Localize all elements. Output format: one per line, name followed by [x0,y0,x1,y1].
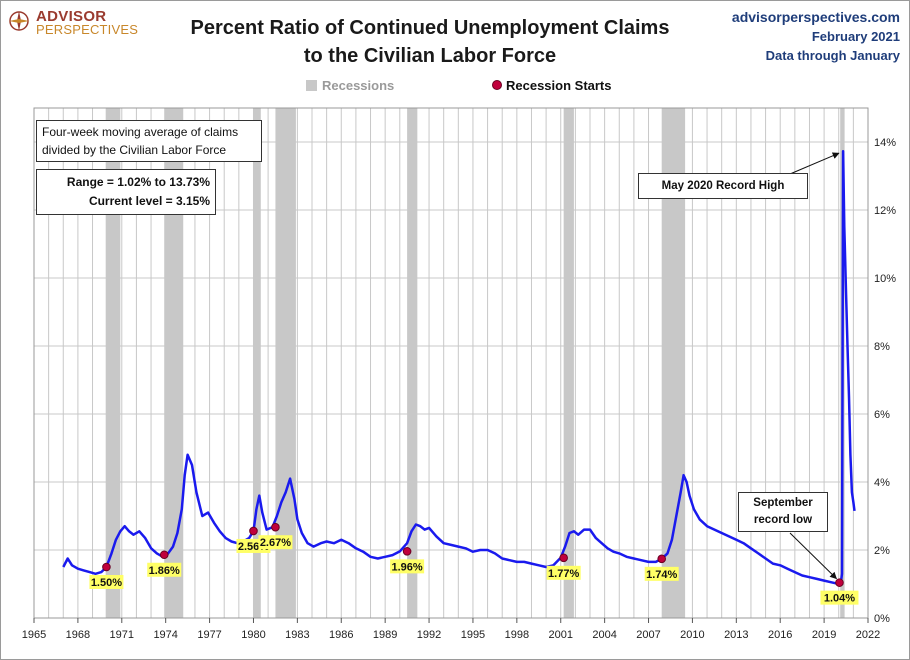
recession-start-label: 1.50% [89,575,124,589]
legend-recessions: Recessions [306,78,394,93]
chart-title: Percent Ratio of Continued Unemployment … [150,14,710,70]
x-tick-label: 1992 [417,629,441,641]
x-tick-label: 2004 [592,629,616,641]
x-tick-label: 1986 [329,629,353,641]
recession-start-value: 1.86% [149,565,180,577]
record-low-label: 1.04% [820,590,859,605]
y-tick-label: 6% [874,409,890,421]
x-tick-label: 1980 [241,629,265,641]
x-tick-label: 1971 [110,629,134,641]
source-info: advisorperspectives.com February 2021 Da… [732,8,900,65]
recession-start-label: 1.77% [546,565,581,580]
recession-start-marker [559,553,568,563]
recession-start-value: 1.50% [91,577,122,589]
recession-swatch-icon [306,80,317,91]
y-tick-label: 8% [874,341,890,353]
label-highlight [644,566,679,581]
series-line [62,149,856,585]
recession-band [164,108,184,618]
x-tick-label: 2016 [768,629,792,641]
source-date: February 2021 [811,29,900,44]
x-tick-label: 1977 [197,629,221,641]
x-tick-label: 1995 [461,629,485,641]
method-note-box: Four-week moving average of claims divid… [36,120,262,162]
recession-start-marker [249,526,258,536]
compass-logo-icon [9,11,29,31]
source-site: advisorperspectives.com [731,9,900,25]
x-tick-label: 1968 [66,629,90,641]
range-box: Range = 1.02% to 13.73% Current level = … [36,169,216,215]
advisor-perspectives-logo: ADVISOR PERSPECTIVES [8,8,138,42]
x-tick-label: 2010 [680,629,704,641]
current-level-text: Current level = 3.15% [88,194,210,208]
label-highlight [820,590,859,605]
record-low-value: 1.04% [824,593,855,605]
x-tick-label: 1989 [373,629,397,641]
record-high-arrow [789,152,840,175]
recession-band [661,108,686,618]
range-text: Range = 1.02% to 13.73% [66,175,210,189]
x-tick-label: 2013 [724,629,748,641]
recession-band [407,108,418,618]
recession-start-marker [402,547,412,556]
legend-recession-starts-label: Recession Starts [506,78,612,93]
y-tick-label: 4% [874,477,890,489]
label-highlight [89,575,124,589]
september-low-callout: September record low [738,492,828,532]
x-tick-label: 2019 [812,629,836,641]
x-tick-label: 1998 [505,629,529,641]
x-tick-label: 2001 [548,629,572,641]
recession-start-marker [102,562,111,572]
y-tick-label: 10% [874,273,896,285]
recession-start-dot-icon [492,80,502,90]
method-note-line-1: Four-week moving average of claims [42,125,239,139]
logo-text-line2: PERSPECTIVES [36,22,139,37]
recession-start-marker [657,554,666,564]
recession-start-marker [835,578,844,587]
recession-band [275,108,296,618]
x-tick-label: 2007 [636,629,660,641]
recession-start-label: 1.86% [147,562,182,577]
legend-recessions-label: Recessions [322,78,395,93]
label-highlight [258,535,293,550]
label-highlight [147,562,182,577]
legend-recession-starts: Recession Starts [492,78,612,93]
recession-band [105,108,121,618]
recession-band [253,108,261,618]
y-tick-label: 12% [874,205,896,217]
recession-start-value: 2.67% [260,537,291,549]
recession-start-value: 1.96% [392,561,423,573]
y-tick-label: 0% [874,613,890,625]
recession-start-value: 1.74% [646,569,677,581]
recession-start-label: 1.96% [390,559,425,574]
recession-band [563,108,574,618]
recession-start-label: 2.67% [258,535,293,550]
label-highlight [390,559,425,574]
x-tick-label: 1965 [22,629,46,641]
logo-text-line1: ADVISOR [36,8,107,25]
september-line-1: September [753,497,813,509]
recession-start-marker [271,522,280,532]
x-tick-label: 1983 [285,629,309,641]
record-high-callout: May 2020 Record High [638,173,808,199]
source-data-through: Data through January [765,48,900,63]
label-highlight [546,565,581,580]
method-note-line-2: divided by the Civilian Labor Force [42,143,227,157]
record-low-arrow [789,532,837,580]
x-tick-label: 2022 [856,629,880,641]
x-tick-label: 1974 [153,629,177,641]
title-line-1: Percent Ratio of Continued Unemployment … [190,17,670,39]
recession-start-marker [159,550,169,560]
title-line-2: to the Civilian Labor Force [303,45,557,67]
september-line-2: record low [753,514,813,526]
y-tick-label: 2% [874,545,890,557]
plot-border [33,107,869,619]
recession-start-value: 1.77% [548,568,579,580]
y-tick-label: 14% [874,137,896,149]
recession-start-label: 1.74% [644,566,679,581]
